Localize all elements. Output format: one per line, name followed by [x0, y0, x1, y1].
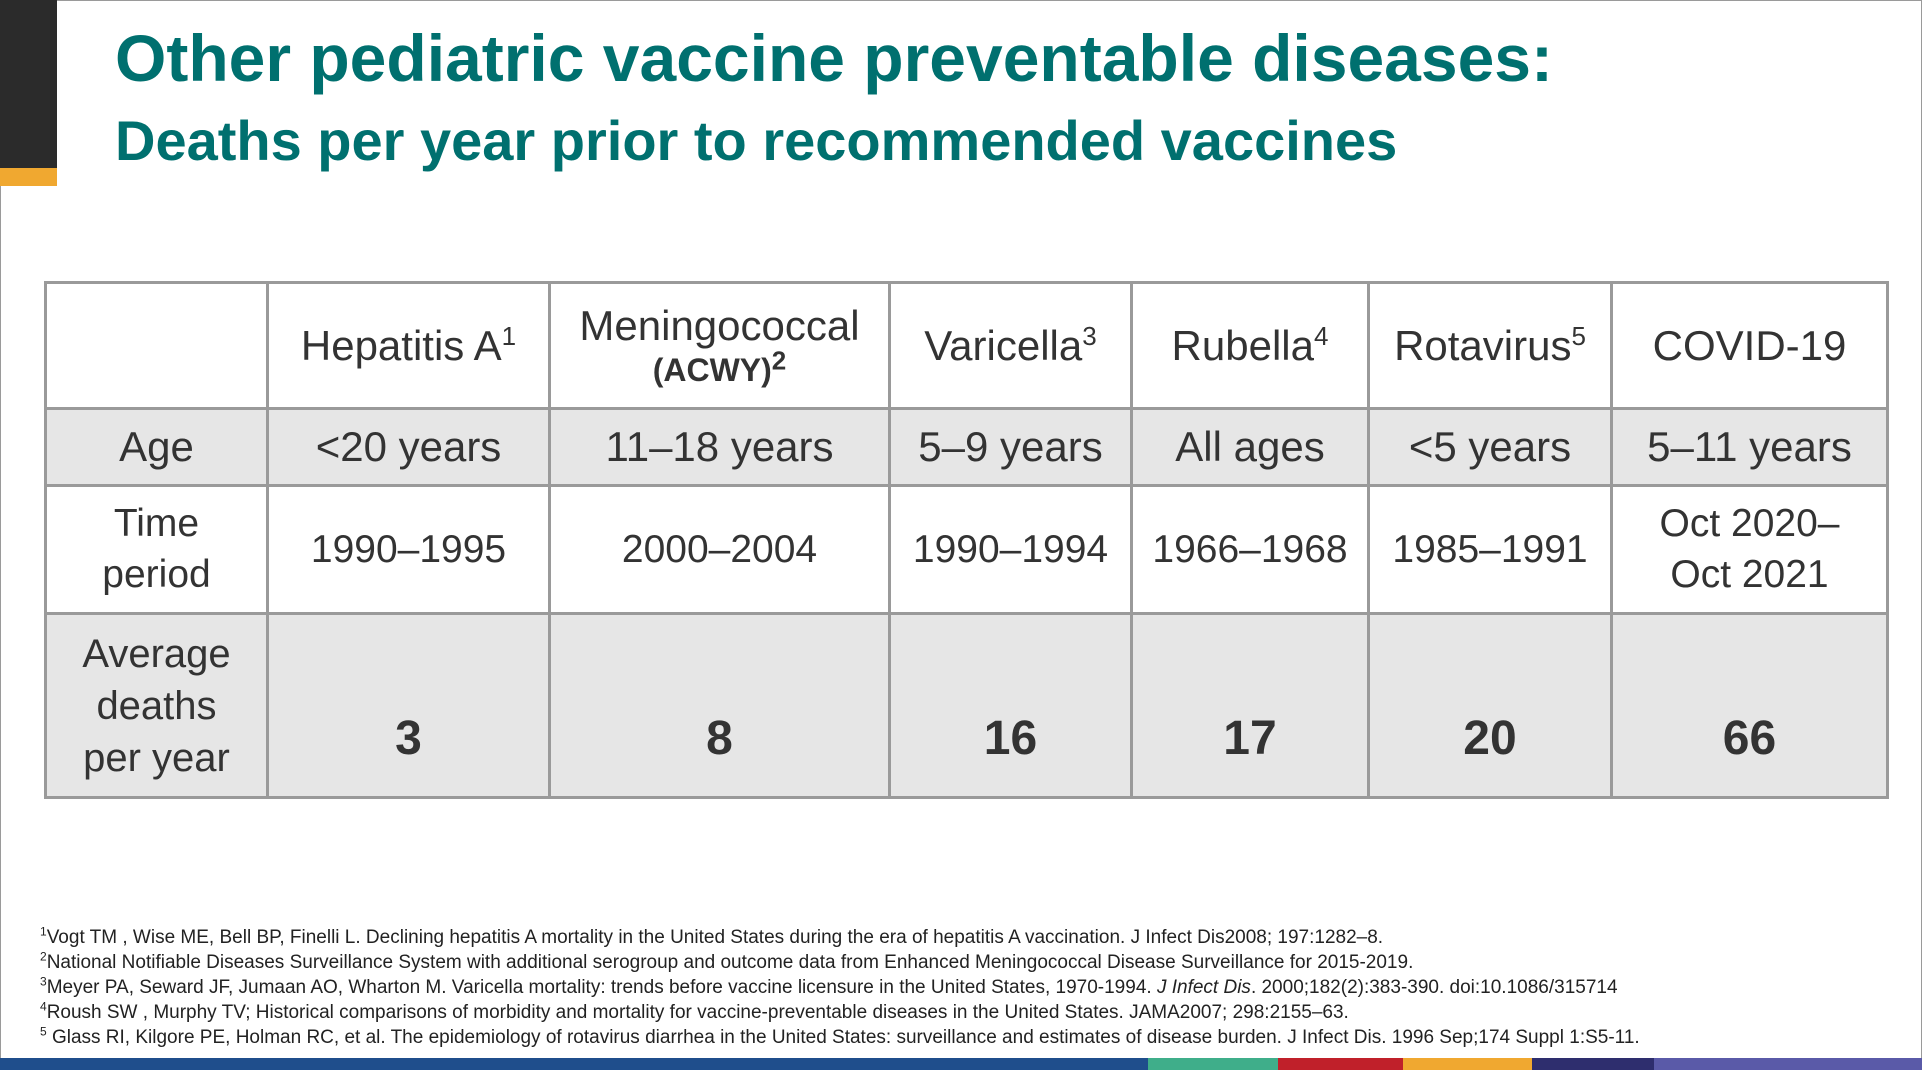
reference-item: 2National Notifiable Diseases Surveillan… — [40, 949, 1414, 973]
bottom-bar-segment — [0, 1058, 1148, 1070]
vaccine-deaths-table: Hepatitis A1 Meningococcal (ACWY)2 Varice… — [44, 281, 1889, 799]
bottom-bar-segment — [1403, 1058, 1532, 1070]
deaths-value: 16 — [888, 612, 1133, 799]
time-period-cell: 2000–2004 — [548, 484, 891, 615]
age-cell: All ages — [1130, 407, 1370, 487]
reference-item: 5 Glass RI, Kilgore PE, Holman RC, et al… — [40, 1024, 1640, 1048]
deaths-value: 17 — [1130, 612, 1370, 799]
bottom-bar-segment — [1654, 1058, 1922, 1070]
subtitle-rest: per year prior to recommended vaccines — [301, 109, 1398, 172]
reference-item: 4Roush SW , Murphy TV; Historical compar… — [40, 999, 1349, 1023]
row-label-age: Age — [44, 407, 269, 487]
table-row-age: Age <20 years 11–18 years 5–9 years All … — [44, 407, 1889, 487]
corner-accent-bar — [0, 168, 57, 186]
header-empty-cell — [44, 281, 269, 410]
bottom-bar-segment — [1532, 1058, 1654, 1070]
deaths-value: 3 — [266, 612, 551, 799]
age-cell: <5 years — [1367, 407, 1613, 487]
age-cell: 5–11 years — [1610, 407, 1889, 487]
slide-subtitle: Deaths per year prior to recommended vac… — [115, 108, 1397, 173]
bottom-bar-segment — [1148, 1058, 1278, 1070]
row-label-average-deaths: Average deaths per year — [44, 612, 269, 799]
header-hepatitis-a: Hepatitis A1 — [266, 281, 551, 410]
age-cell: 11–18 years — [548, 407, 891, 487]
table-row-time-period: Time period 1990–1995 2000–2004 1990–1994… — [44, 484, 1889, 615]
subtitle-bold: Deaths — [115, 109, 302, 172]
header-varicella: Varicella3 — [888, 281, 1133, 410]
references: 1Vogt TM , Wise ME, Bell BP, Finelli L. … — [40, 925, 1640, 1050]
age-cell: <20 years — [266, 407, 551, 487]
corner-decoration — [0, 0, 57, 168]
deaths-value: 20 — [1367, 612, 1613, 799]
time-period-cell: Oct 2020– Oct 2021 — [1610, 484, 1889, 615]
reference-item: 1Vogt TM , Wise ME, Bell BP, Finelli L. … — [40, 924, 1384, 948]
row-label-time-period: Time period — [44, 484, 269, 615]
reference-item: 3Meyer PA, Seward JF, Jumaan AO, Wharton… — [40, 974, 1618, 998]
bottom-bar-segment — [1278, 1058, 1403, 1070]
age-cell: 5–9 years — [888, 407, 1133, 487]
slide-title: Other pediatric vaccine preventable dise… — [115, 21, 1553, 95]
time-period-cell: 1990–1995 — [266, 484, 551, 615]
time-period-cell: 1990–1994 — [888, 484, 1133, 615]
time-period-cell: 1966–1968 — [1130, 484, 1370, 615]
table-header-row: Hepatitis A1 Meningococcal (ACWY)2 Varice… — [44, 281, 1889, 410]
header-covid-19: COVID-19 — [1610, 281, 1889, 410]
time-period-cell: 1985–1991 — [1367, 484, 1613, 615]
header-meningococcal: Meningococcal (ACWY)2 — [548, 281, 891, 410]
table-row-average-deaths: Average deaths per year 3 8 16 17 20 66 — [44, 612, 1889, 799]
header-rotavirus: Rotavirus5 — [1367, 281, 1613, 410]
deaths-value: 8 — [548, 612, 891, 799]
deaths-value: 66 — [1610, 612, 1889, 799]
header-rubella: Rubella4 — [1130, 281, 1370, 410]
bottom-color-bar — [0, 1058, 1922, 1070]
